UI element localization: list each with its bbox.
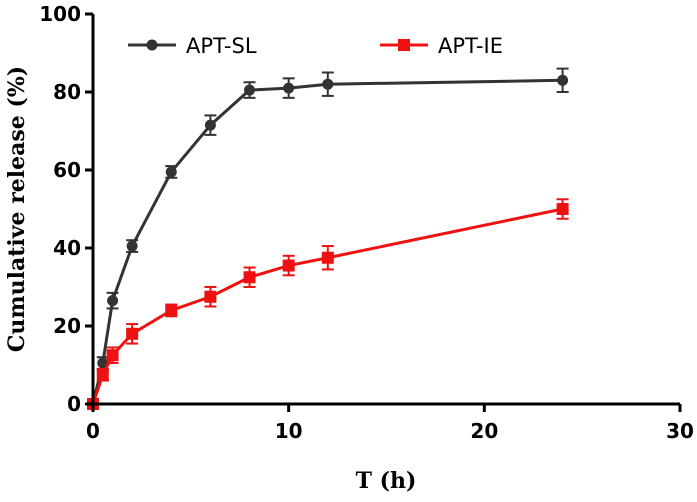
data-point xyxy=(321,251,334,264)
y-tick-label: 100 xyxy=(39,2,81,26)
y-tick-label: 80 xyxy=(53,80,81,104)
axes-layer xyxy=(91,14,680,406)
series-line-apt-sl xyxy=(91,78,563,405)
data-point xyxy=(165,166,177,178)
data-point xyxy=(97,357,109,369)
series-apt-ie xyxy=(87,198,569,410)
series-layer xyxy=(87,67,569,410)
x-tick-label: 10 xyxy=(275,419,303,443)
data-point xyxy=(126,327,139,340)
data-point xyxy=(556,203,569,215)
legend-marker-apt-sl xyxy=(146,39,158,51)
y-tick-label: 40 xyxy=(53,236,81,260)
data-point xyxy=(126,240,138,252)
data-point xyxy=(283,82,295,94)
legend-marker-apt-ie xyxy=(398,39,410,51)
x-tick-label: 0 xyxy=(86,419,100,443)
data-point xyxy=(204,290,217,303)
data-point xyxy=(282,259,295,272)
x-tick-label: 30 xyxy=(666,419,694,443)
series-line-apt-ie xyxy=(91,207,563,405)
series-apt-sl xyxy=(87,67,569,410)
y-tick-label: 0 xyxy=(67,392,81,416)
legend: APT-SL APT-IE xyxy=(128,34,503,58)
y-tick-label: 20 xyxy=(53,314,81,338)
x-axis-title: T (h) xyxy=(356,468,417,494)
y-tick-label: 60 xyxy=(53,158,81,182)
data-point xyxy=(96,368,109,381)
data-point xyxy=(557,74,569,86)
data-point xyxy=(243,271,256,284)
legend-label-apt-sl: APT-SL xyxy=(186,34,257,58)
legend-label-apt-ie: APT-IE xyxy=(438,34,503,58)
data-point xyxy=(106,349,119,362)
data-point xyxy=(322,78,334,90)
data-point xyxy=(244,84,256,96)
data-point xyxy=(107,295,119,307)
data-point xyxy=(165,304,178,317)
x-tick-label: 20 xyxy=(470,419,498,443)
y-axis-title: Cumulative release (%) xyxy=(4,66,30,352)
data-point xyxy=(204,119,216,131)
ticks-layer: 0 10 20 30 0 20 40 60 80 100 xyxy=(39,2,694,443)
